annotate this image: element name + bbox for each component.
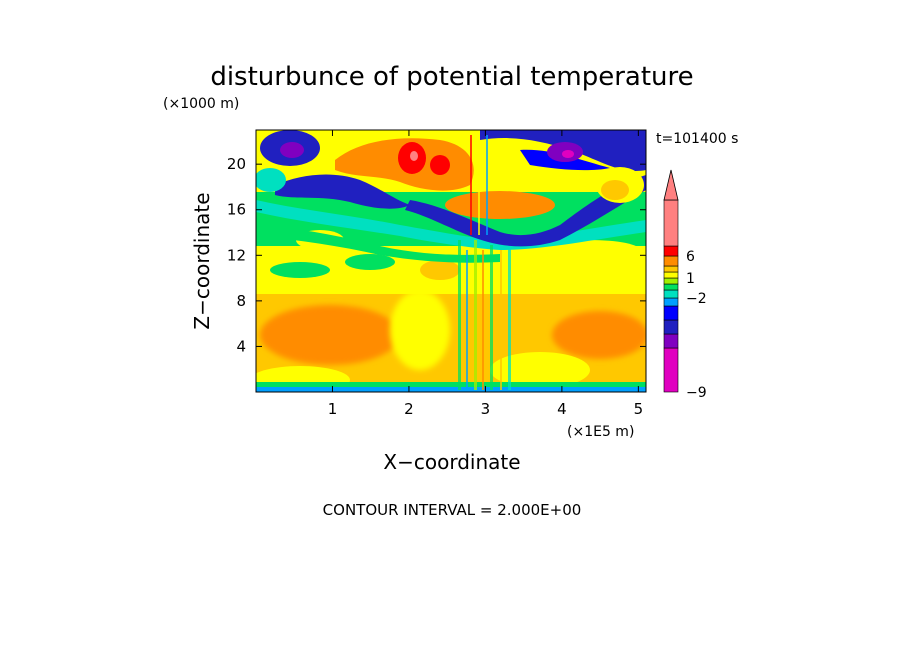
colorbar-band-10 — [663, 265, 679, 273]
orange-upper-right — [601, 180, 629, 200]
chart-title: disturbunce of potential temperature — [210, 62, 693, 92]
pink-core — [410, 151, 418, 161]
x-tick-label-2: 2 — [404, 400, 414, 418]
wave-streaks — [458, 135, 511, 390]
y-axis-ticks: 4 8 12 16 20 — [227, 155, 646, 355]
y-tick-label-1: 4 — [236, 337, 246, 355]
y-tick-label-3: 12 — [227, 246, 246, 264]
green-dip — [256, 225, 500, 263]
colorbar: 6 1 −2 −9 — [663, 169, 707, 401]
green-patch-b — [345, 254, 395, 270]
colorbar-band-4 — [663, 305, 679, 321]
streak-2 — [466, 250, 468, 390]
streak-3 — [474, 240, 477, 390]
cold-top-right — [480, 130, 646, 171]
colorbar-band-3 — [663, 319, 679, 335]
heatmap-field — [256, 130, 646, 392]
cold-band-diag — [405, 175, 646, 247]
streak-9 — [478, 135, 480, 235]
x-axis-ticks: 1 2 3 4 5 — [328, 130, 643, 418]
colorbar-label-2: 1 — [686, 271, 695, 287]
streak-7 — [508, 248, 511, 390]
streak-6 — [500, 250, 502, 390]
streak-4 — [482, 250, 484, 390]
streak-1 — [458, 240, 461, 390]
ground-blue — [256, 386, 646, 392]
colorbar-label-4: −9 — [686, 385, 707, 401]
purple-core-left — [280, 142, 304, 158]
warm-pool-right — [552, 311, 646, 359]
colorbar-band-13 — [663, 199, 679, 247]
magenta-core-right — [562, 150, 574, 158]
green-patch-a — [270, 262, 330, 278]
x-tick-label-5: 5 — [634, 400, 644, 418]
x-scale-label: (×1E5 m) — [567, 424, 634, 440]
cyan-top-left — [256, 168, 286, 192]
y-tick-label-4: 16 — [227, 201, 246, 219]
colorbar-band-11 — [663, 255, 679, 267]
colorbar-band-7 — [663, 283, 679, 291]
yellow-patch-e — [540, 240, 640, 260]
warm-pool-right2 — [505, 290, 605, 310]
colorbar-extend-triangle — [663, 169, 679, 201]
y-tick-label-5: 20 — [227, 155, 246, 173]
x-tick-label-3: 3 — [481, 400, 491, 418]
red-core-b — [430, 155, 450, 175]
yellow-band-8km — [256, 284, 646, 294]
y-tick-label-2: 8 — [236, 292, 246, 310]
streak-10 — [486, 135, 488, 235]
plot-frame — [255, 129, 647, 393]
colorbar-label-3: −2 — [686, 291, 707, 307]
time-label: t=101400 s — [656, 131, 738, 147]
y-scale-label: (×1000 m) — [163, 96, 239, 112]
orange-patch-c — [420, 260, 460, 280]
colorbar-band-8 — [663, 277, 679, 285]
x-axis-label: X−coordinate — [383, 450, 520, 474]
colorbar-band-9 — [663, 271, 679, 279]
ground-green — [256, 382, 646, 387]
contour-interval-label: CONTOUR INTERVAL = 2.000E+00 — [323, 501, 582, 519]
warm-pool-left-core — [275, 319, 365, 351]
y-axis-label: Z−coordinate — [190, 192, 214, 329]
streak-5 — [490, 245, 493, 390]
colorbar-label-1: 6 — [686, 249, 695, 265]
x-tick-label-1: 1 — [328, 400, 338, 418]
yellow-low-right — [490, 352, 590, 388]
yellow-low-mid — [390, 290, 450, 370]
colorbar-band-1 — [663, 347, 679, 393]
streak-8 — [470, 135, 472, 235]
cold-band-left — [275, 174, 410, 209]
colorbar-band-6 — [663, 289, 679, 299]
colorbar-band-12 — [663, 245, 679, 257]
warm-under-diag — [445, 191, 555, 219]
colorbar-band-2 — [663, 333, 679, 349]
colorbar-band-5 — [663, 297, 679, 307]
x-tick-label-4: 4 — [557, 400, 567, 418]
